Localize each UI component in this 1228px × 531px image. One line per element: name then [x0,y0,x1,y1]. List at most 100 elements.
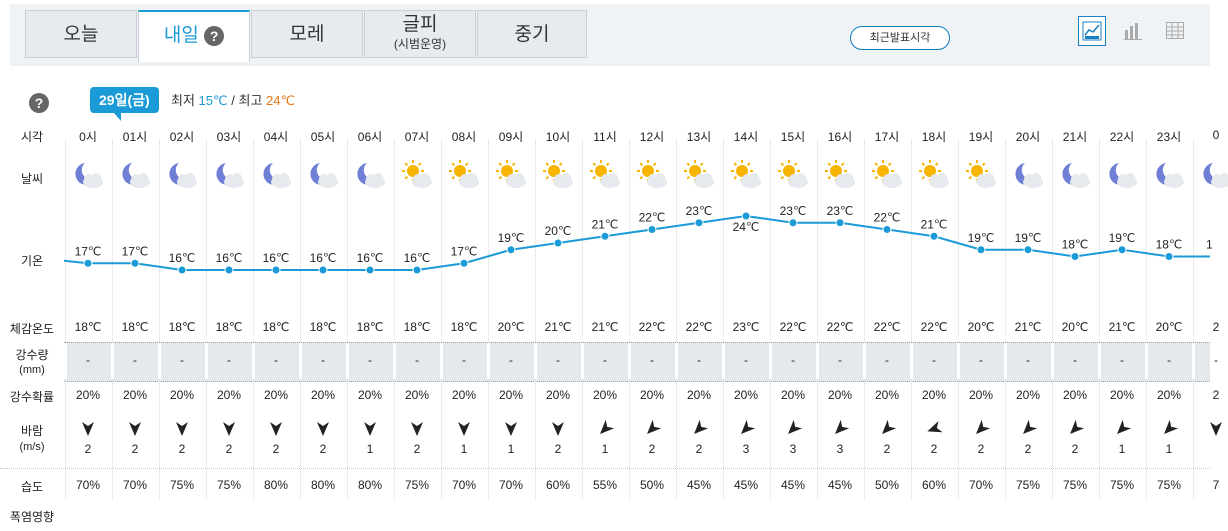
wind-direction-icon [176,422,188,436]
moon-cloud-icon [263,163,291,188]
precip-cell-divider [627,343,631,379]
humidity-value: 75% [1015,478,1041,492]
tab-today[interactable]: 오늘 [25,10,137,58]
wind-speed-value: 1 [507,442,515,456]
precip-cell-divider [909,343,913,379]
precip-value: - [321,353,325,367]
hour-label: 12시 [639,130,665,144]
precip-value: - [650,353,654,367]
humidity-value: 55% [592,478,618,492]
row-label-weather: 날씨 [20,172,44,186]
temperature-point [694,218,704,228]
hour-label: 14시 [733,130,759,144]
help-icon[interactable]: ? [29,93,49,113]
hour-label: 04시 [263,130,289,144]
temperature-point [1117,245,1127,255]
wind-direction-icon [1117,420,1132,434]
precip-value: - [1214,353,1218,367]
feels-like-value: 18℃ [215,320,243,334]
precip-cell-divider [1191,343,1195,379]
precip-prob-value: 20% [921,388,947,402]
sun-cloud-icon [731,160,761,188]
precip-value: - [133,353,137,367]
column-divider [581,140,583,500]
hour-label: 23시 [1156,130,1182,144]
line-chart-view-button[interactable] [1078,16,1106,46]
tab-tomorrow[interactable]: 내일 ? [138,10,250,62]
sun-cloud-icon [449,160,479,188]
precip-value: - [180,353,184,367]
temperature-label: 22℃ [639,211,666,225]
min-max-temp: 최저 15℃ / 최고 24℃ [171,90,295,109]
moon-cloud-icon [1156,163,1184,188]
temperature-label: 18℃ [1156,238,1183,252]
wind-speed-value: 1 [460,442,468,456]
feels-like-value: 22℃ [685,320,713,334]
table-view-button[interactable] [1162,16,1190,46]
question-icon[interactable]: ? [204,25,225,46]
precip-value: - [697,353,701,367]
precip-prob-value: 20% [404,388,430,402]
max-value: 24℃ [266,93,296,108]
recent-release-button[interactable]: 최근발표시각 [850,26,950,50]
column-divider [1192,140,1194,500]
temperature-point [130,258,140,268]
row-label-wind: 바람 [20,424,44,438]
wind-speed-value: 1 [601,442,609,456]
humidity-value: 70% [75,478,101,492]
column-divider [722,140,724,500]
feels-like-value: 20℃ [967,320,995,334]
precip-cell-divider [956,343,960,379]
column-divider [487,140,489,500]
column-divider [158,140,160,500]
precip-prob-value: 20% [451,388,477,402]
tab-three-days[interactable]: 글피 (시범운영) [364,10,476,58]
sun-cloud-icon [637,160,667,188]
column-divider [1098,140,1100,500]
hour-label: 18시 [921,130,947,144]
humidity-value: 80% [357,478,383,492]
precip-cell-divider [63,343,67,379]
feels-like-value: 18℃ [450,320,478,334]
column-divider [816,140,818,500]
precip-cell-divider [674,343,678,379]
tab-midterm[interactable]: 중기 [477,10,587,58]
minmax-separator: / [231,93,235,108]
humidity-value: 75% [169,478,195,492]
wind-speed-value: 2 [413,442,421,456]
precip-prob-value: 20% [545,388,571,402]
bar-chart-view-button[interactable] [1120,16,1148,46]
humidity-value: 60% [545,478,571,492]
wind-speed-value: 1 [1165,442,1173,456]
feels-like-value: 18℃ [262,320,290,334]
humidity-value: 80% [310,478,336,492]
wind-direction-icon [788,420,803,434]
precip-value: - [1073,353,1077,367]
wind-speed-value: 2 [225,442,233,456]
feels-like-value: 18℃ [74,320,102,334]
tab-day-after[interactable]: 모레 [251,10,363,58]
temperature-label: 17℃ [122,244,149,258]
humidity-value: 70% [498,478,524,492]
precip-cell-divider [1144,343,1148,379]
wind-direction-icon [552,422,564,436]
wind-speed-value: 2 [178,442,186,456]
sun-cloud-icon [590,160,620,188]
tab-today-label: 오늘 [63,24,99,45]
precip-value: - [885,353,889,367]
humidity-value: 75% [216,478,242,492]
temperature-label: 19℃ [968,231,995,245]
feels-like-value: 18℃ [403,320,431,334]
precip-prob-value: 20% [310,388,336,402]
precip-prob-value: 20% [498,388,524,402]
wind-speed-value: 2 [695,442,703,456]
column-divider [440,140,442,500]
sun-cloud-icon [919,160,949,188]
tab-three-days-label: 글피 [402,14,438,35]
temperature-label: 16℃ [216,251,243,265]
temperature-point [741,211,751,221]
precip-prob-value: 20% [827,388,853,402]
hour-label: 06시 [357,130,383,144]
precip-value: - [415,353,419,367]
wind-speed-value: 3 [836,442,844,456]
